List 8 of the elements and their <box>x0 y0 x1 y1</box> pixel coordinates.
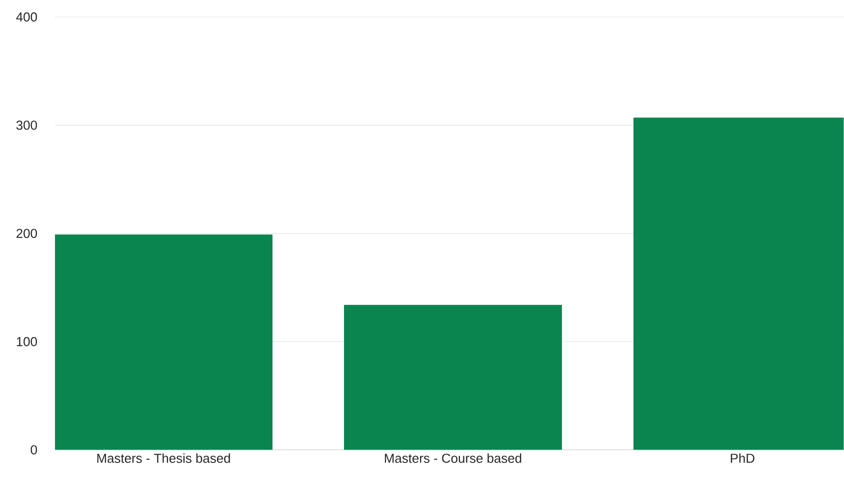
y-tick-label: 200 <box>16 228 37 238</box>
x-tick-label: Masters - Thesis based <box>97 453 230 463</box>
y-tick-label: 0 <box>30 445 37 454</box>
y-tick-label: 300 <box>16 120 37 130</box>
y-tick-label: 100 <box>16 337 37 346</box>
x-tick-label: PhD <box>730 453 754 463</box>
y-tick-label: 400 <box>16 12 37 22</box>
x-tick-label: Masters - Course based <box>384 453 522 463</box>
